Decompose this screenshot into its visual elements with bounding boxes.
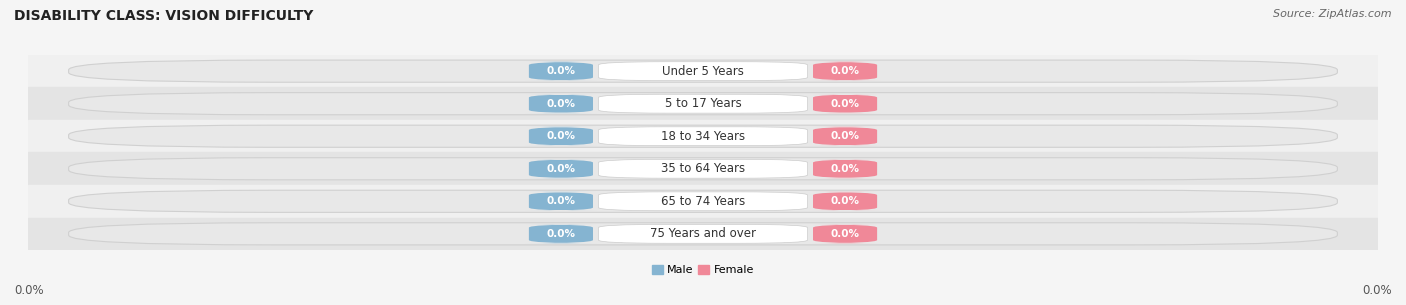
Bar — [28, 185, 1378, 217]
FancyBboxPatch shape — [69, 60, 1337, 82]
FancyBboxPatch shape — [69, 93, 1337, 115]
Text: 0.0%: 0.0% — [831, 99, 859, 109]
Bar — [28, 120, 1378, 152]
Text: Under 5 Years: Under 5 Years — [662, 65, 744, 78]
FancyBboxPatch shape — [526, 127, 596, 146]
Text: 0.0%: 0.0% — [831, 66, 859, 76]
FancyBboxPatch shape — [810, 159, 880, 178]
FancyBboxPatch shape — [69, 190, 1337, 212]
FancyBboxPatch shape — [526, 62, 596, 81]
Bar — [28, 88, 1378, 120]
FancyBboxPatch shape — [69, 223, 1337, 245]
FancyBboxPatch shape — [599, 159, 807, 178]
FancyBboxPatch shape — [526, 224, 596, 243]
Text: 65 to 74 Years: 65 to 74 Years — [661, 195, 745, 208]
FancyBboxPatch shape — [810, 192, 880, 211]
Text: Source: ZipAtlas.com: Source: ZipAtlas.com — [1274, 9, 1392, 19]
FancyBboxPatch shape — [69, 125, 1337, 147]
Legend: Male, Female: Male, Female — [647, 260, 759, 280]
Text: 18 to 34 Years: 18 to 34 Years — [661, 130, 745, 143]
Text: 0.0%: 0.0% — [547, 99, 575, 109]
FancyBboxPatch shape — [599, 94, 807, 113]
Text: 0.0%: 0.0% — [831, 229, 859, 239]
FancyBboxPatch shape — [599, 62, 807, 81]
Text: 0.0%: 0.0% — [547, 164, 575, 174]
Text: 0.0%: 0.0% — [1362, 284, 1392, 297]
Text: 0.0%: 0.0% — [547, 66, 575, 76]
Text: 0.0%: 0.0% — [14, 284, 44, 297]
FancyBboxPatch shape — [599, 192, 807, 211]
Text: 0.0%: 0.0% — [547, 131, 575, 141]
FancyBboxPatch shape — [526, 192, 596, 211]
Text: 0.0%: 0.0% — [547, 196, 575, 206]
FancyBboxPatch shape — [810, 224, 880, 243]
Bar — [28, 55, 1378, 88]
FancyBboxPatch shape — [526, 94, 596, 113]
FancyBboxPatch shape — [810, 94, 880, 113]
Bar — [28, 152, 1378, 185]
Text: 35 to 64 Years: 35 to 64 Years — [661, 162, 745, 175]
Text: 0.0%: 0.0% — [831, 196, 859, 206]
FancyBboxPatch shape — [599, 127, 807, 146]
FancyBboxPatch shape — [810, 127, 880, 146]
Text: 0.0%: 0.0% — [831, 131, 859, 141]
FancyBboxPatch shape — [69, 158, 1337, 180]
Text: DISABILITY CLASS: VISION DIFFICULTY: DISABILITY CLASS: VISION DIFFICULTY — [14, 9, 314, 23]
FancyBboxPatch shape — [810, 62, 880, 81]
Text: 75 Years and over: 75 Years and over — [650, 227, 756, 240]
FancyBboxPatch shape — [599, 224, 807, 243]
Text: 5 to 17 Years: 5 to 17 Years — [665, 97, 741, 110]
FancyBboxPatch shape — [526, 159, 596, 178]
Text: 0.0%: 0.0% — [547, 229, 575, 239]
Bar — [28, 217, 1378, 250]
Text: 0.0%: 0.0% — [831, 164, 859, 174]
